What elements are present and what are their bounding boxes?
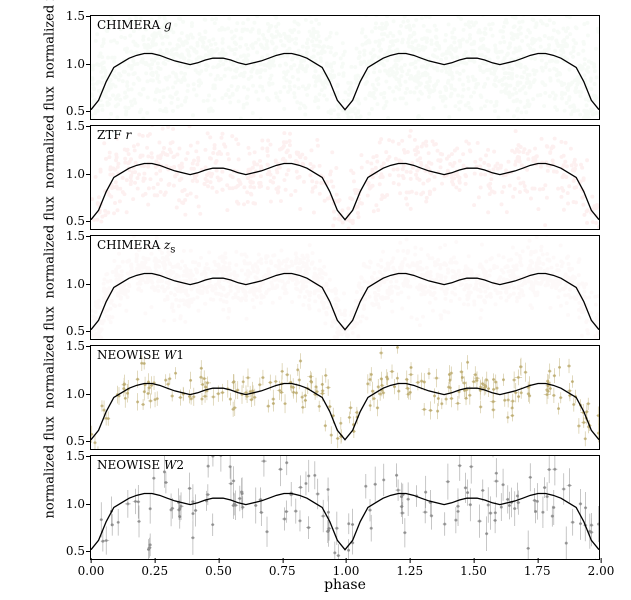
xlabel: phase [90,577,600,593]
panel-title-1: ZTF r [97,128,131,142]
panel-4: 0.51.01.5NEOWISE W20.000.250.500.751.001… [90,455,600,560]
ytick: 1.5 [66,119,91,133]
ylabel-0: normalized flux [43,58,58,78]
panel-1: 0.51.01.5ZTF r [90,125,600,230]
ylabel-4: normalized flux [43,498,58,518]
ytick: 1.0 [66,497,91,511]
ytick: 1.0 [66,167,91,181]
ytick: 1.0 [66,387,91,401]
ytick: 1.5 [66,229,91,243]
panel-3: 0.51.01.5NEOWISE W1 [90,345,600,450]
ytick: 0.5 [66,324,91,338]
ytick: 1.5 [66,449,91,463]
panel-0: 0.51.01.5CHIMERA g [90,15,600,120]
xtick: 1.75 [524,559,551,578]
ytick: 0.5 [66,544,91,558]
panel-title-3: NEOWISE W1 [97,348,184,362]
ytick: 0.5 [66,434,91,448]
ylabel-3: normalized flux [43,388,58,408]
xtick: 0.00 [78,559,105,578]
ytick: 1.5 [66,9,91,23]
ytick: 0.5 [66,104,91,118]
xtick: 0.50 [205,559,232,578]
xtick: 0.25 [141,559,168,578]
xtick: 1.00 [333,559,360,578]
panel-2: 0.51.01.5CHIMERA zs [90,235,600,340]
ytick: 1.5 [66,339,91,353]
ytick: 0.5 [66,214,91,228]
figure: 0.51.01.5CHIMERA gnormalized flux0.51.01… [0,0,631,600]
panel-title-4: NEOWISE W2 [97,458,184,472]
xtick: 1.25 [396,559,423,578]
xtick: 2.00 [588,559,615,578]
xtick: 1.50 [460,559,487,578]
panel-title-2: CHIMERA zs [97,238,175,255]
panel-title-0: CHIMERA g [97,18,172,32]
xtick: 0.75 [269,559,296,578]
ytick: 1.0 [66,277,91,291]
ytick: 1.0 [66,57,91,71]
plot-svg-1 [91,126,599,229]
ylabel-1: normalized flux [43,168,58,188]
ylabel-2: normalized flux [43,278,58,298]
